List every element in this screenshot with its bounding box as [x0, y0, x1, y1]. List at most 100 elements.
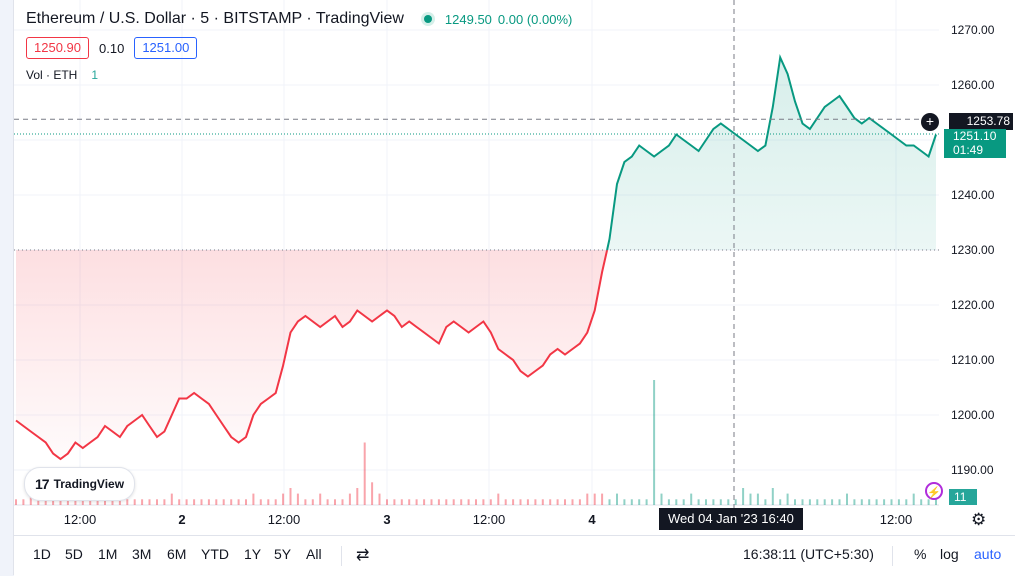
volume-bar	[667, 499, 670, 505]
volume-bar	[519, 499, 522, 505]
volume-bar	[690, 493, 693, 505]
volume-bar	[645, 499, 648, 505]
volume-bar	[578, 499, 581, 505]
volume-bar	[437, 499, 440, 505]
volume-bar	[289, 488, 292, 505]
range-button-1y[interactable]: 1Y	[244, 546, 262, 562]
volume-bar	[601, 493, 604, 505]
range-button-5y[interactable]: 5Y	[274, 546, 292, 562]
volume-bar	[860, 499, 863, 505]
volume-bar	[630, 499, 633, 505]
price-tick-label: 1270.00	[951, 23, 995, 37]
tradingview-name: TradingView	[53, 477, 125, 491]
volume-bar	[311, 499, 314, 505]
percent-scale-button[interactable]: %	[914, 546, 927, 562]
buy-button[interactable]: 1251.00	[134, 37, 198, 59]
volume-bar	[771, 488, 774, 505]
range-button-all[interactable]: All	[306, 546, 322, 562]
above-baseline-area	[607, 57, 936, 250]
range-button-5d[interactable]: 5D	[65, 546, 83, 562]
volume-bar	[467, 499, 470, 505]
volume-bar	[512, 499, 515, 505]
volume-bar	[378, 493, 381, 505]
volume-bar	[430, 499, 433, 505]
volume-bar	[460, 499, 463, 505]
range-button-ytd[interactable]: YTD	[201, 546, 229, 562]
time-tick-label: 12:00	[473, 512, 506, 527]
volume-bar	[170, 493, 173, 505]
volume-bar	[81, 499, 84, 505]
time-tick-label: 4	[588, 512, 596, 527]
volume-bar	[897, 499, 900, 505]
price-axis[interactable]: 1270.001260.001250.001240.001230.001220.…	[951, 23, 995, 477]
flash-icon[interactable]: ⚡	[925, 482, 943, 500]
chart-widget: 1270.001260.001250.001240.001230.001220.…	[13, 0, 1015, 576]
log-scale-button[interactable]: log	[940, 546, 959, 562]
volume-bar	[838, 499, 841, 505]
sell-button[interactable]: 1250.90	[26, 37, 89, 59]
time-axis[interactable]: 12:00 2 12:00 3 12:00 4 12:00	[64, 512, 913, 527]
timezone-clock[interactable]: 16:38:11 (UTC+5:30)	[743, 546, 874, 562]
last-price-tag-value: 1251.10	[953, 129, 997, 143]
range-button-1d[interactable]: 1D	[33, 546, 51, 562]
volume-bar	[59, 499, 62, 505]
range-button-1m[interactable]: 1M	[98, 546, 118, 562]
volume-bar	[489, 499, 492, 505]
volume-bar	[905, 499, 908, 505]
date-range-icon[interactable]: ⇄	[356, 547, 370, 564]
volume-bar	[846, 493, 848, 505]
volume-bar	[319, 493, 322, 505]
volume-bar	[334, 499, 336, 505]
volume-bar	[608, 499, 611, 505]
volume-bar	[660, 493, 663, 505]
volume-bar	[245, 499, 247, 505]
volume-bar	[37, 499, 40, 505]
auto-scale-button[interactable]: auto	[974, 546, 1002, 562]
volume-bar	[96, 499, 99, 505]
volume-bar	[549, 499, 552, 505]
volume-bar	[742, 488, 745, 505]
price-chart[interactable]: 1270.001260.001250.001240.001230.001220.…	[14, 0, 1015, 535]
volume-bar	[823, 499, 826, 505]
volume-bar	[252, 493, 255, 505]
volume-bar	[534, 499, 537, 505]
volume-bar	[118, 499, 121, 505]
range-button-6m[interactable]: 6M	[167, 546, 187, 562]
price-tick-label: 1230.00	[951, 243, 995, 257]
price-tick-label: 1260.00	[951, 78, 995, 92]
bid-ask-row: 1250.90 0.10 1251.00	[26, 37, 198, 59]
bottom-toolbar: 1D 5D 1M 3M 6M YTD 1Y 5Y All ⇄ 16:38:11 (UTC+5:3…	[14, 535, 1015, 576]
volume-bar	[326, 499, 329, 505]
volume-bar	[705, 499, 707, 505]
volume-bar	[445, 499, 448, 505]
volume-bar	[786, 493, 789, 505]
volume-bar	[230, 499, 233, 505]
volume-bar	[267, 499, 270, 505]
add-alert-plus-icon[interactable]: +	[921, 113, 939, 131]
volume-legend[interactable]: Vol · ETH 1	[26, 68, 98, 82]
symbol-title[interactable]: Ethereum / U.S. Dollar · 5 · BITSTAMP · …	[26, 10, 404, 27]
toolbar-divider	[892, 546, 893, 566]
volume-bar	[794, 499, 796, 505]
volume-bar	[185, 499, 188, 505]
volume-bar	[133, 499, 136, 505]
price-tick-label: 1240.00	[951, 188, 995, 202]
volume-bar	[348, 493, 351, 505]
volume-bar	[616, 493, 618, 505]
volume-bar	[875, 499, 878, 505]
volume-bar	[89, 499, 92, 505]
volume-bar	[675, 499, 678, 505]
gear-icon[interactable]: ⚙	[971, 510, 987, 529]
volume-price-label: 11	[949, 489, 977, 505]
volume-bar	[296, 493, 299, 505]
volume-bar	[15, 499, 17, 505]
price-tick-label: 1220.00	[951, 298, 995, 312]
volume-bar	[816, 499, 819, 505]
price-line-up	[606, 53, 937, 251]
tradingview-badge[interactable]: 17 TradingView	[24, 467, 136, 501]
volume-bar	[883, 499, 886, 505]
volume-bar	[556, 499, 559, 505]
volume-bar	[593, 493, 596, 505]
range-button-3m[interactable]: 3M	[132, 546, 152, 562]
price-tick-label: 1210.00	[951, 353, 995, 367]
